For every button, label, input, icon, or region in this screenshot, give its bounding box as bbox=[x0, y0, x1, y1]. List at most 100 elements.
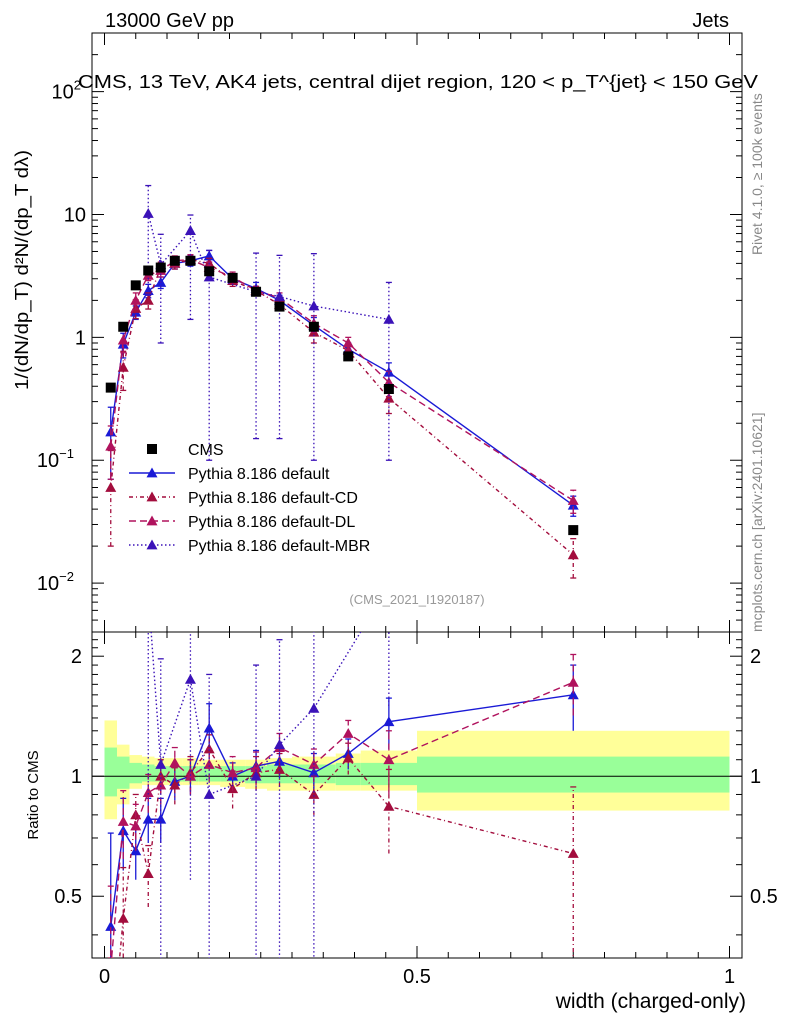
series-3-main bbox=[142, 184, 395, 461]
rivet-version: Rivet 4.1.0, ≥ 100k events bbox=[749, 93, 765, 255]
mcplots-reference: mcplots.cern.ch [arXiv:2401.10621] bbox=[749, 413, 765, 632]
ratio-band-stat bbox=[117, 756, 130, 789]
ratio-band-stat bbox=[129, 762, 142, 784]
y-tick-label: 1 bbox=[75, 327, 86, 349]
series-0-ratio-line bbox=[110, 694, 574, 927]
y-tick-label: 102 bbox=[52, 78, 81, 104]
series-1-ratio-point bbox=[142, 868, 154, 878]
series-1-ratio-point bbox=[342, 752, 354, 763]
legend-label: Pythia 8.186 default-DL bbox=[188, 514, 355, 531]
series-1-point bbox=[567, 549, 579, 560]
series-0-ratio-point bbox=[203, 722, 215, 733]
legend-marker-cms bbox=[147, 444, 157, 454]
legend-marker bbox=[146, 491, 158, 502]
y-tick-label: 10 bbox=[64, 204, 86, 226]
series-3-ratio-point bbox=[184, 673, 196, 684]
cms-point bbox=[227, 272, 238, 283]
ratio-tick-label-right: 0.5 bbox=[750, 886, 778, 908]
ratio-tick-label-right: 1 bbox=[750, 766, 761, 788]
series-2-line bbox=[110, 258, 574, 502]
series-1-point bbox=[142, 294, 154, 305]
x-tick-label: 0.5 bbox=[403, 966, 431, 988]
x-tick-label: 0 bbox=[99, 966, 110, 988]
cms-point bbox=[343, 351, 354, 362]
series-3-ratio-point bbox=[155, 759, 167, 769]
series-3-ratio-point bbox=[383, 580, 394, 590]
cms-point bbox=[274, 301, 285, 312]
series-2-point bbox=[342, 337, 354, 348]
series-1-line bbox=[110, 258, 574, 556]
cms-point bbox=[308, 321, 319, 332]
series-3-ratio-point bbox=[274, 739, 285, 750]
series-3-ratio-point bbox=[143, 586, 154, 596]
series-3-ratio bbox=[143, 580, 394, 958]
series-3-point bbox=[184, 225, 196, 235]
series-0-ratio-point bbox=[383, 716, 395, 727]
ratio-axis-label: Ratio to CMS bbox=[25, 750, 42, 839]
cms-point bbox=[251, 286, 262, 297]
series-2-ratio-point bbox=[250, 762, 262, 773]
series-2-ratio-point bbox=[117, 815, 129, 826]
cms-point bbox=[568, 525, 579, 536]
legend-label: Pythia 8.186 default-MBR bbox=[188, 538, 370, 555]
series-3-ratio-point bbox=[203, 788, 215, 799]
series-2-ratio-point bbox=[227, 767, 239, 778]
series-2-ratio-point bbox=[142, 787, 154, 797]
ratio-band-stat bbox=[104, 747, 117, 797]
series-3-point bbox=[274, 291, 285, 301]
series-1-ratio-line bbox=[118, 747, 574, 958]
cms-point bbox=[130, 280, 141, 291]
series-layer bbox=[105, 184, 579, 958]
series-3-ratio-line bbox=[150, 632, 362, 796]
series-3-line bbox=[147, 213, 389, 321]
series-2-ratio-line bbox=[110, 681, 574, 958]
ratio-tick-label-right: 2 bbox=[750, 646, 761, 668]
series-2-ratio-point bbox=[169, 757, 181, 768]
series-1-ratio-point bbox=[117, 912, 129, 923]
series-3-point bbox=[308, 300, 320, 311]
ratio-tick-label-left: 1 bbox=[71, 766, 82, 788]
series-3-ratio-point bbox=[308, 702, 320, 713]
legend-marker bbox=[146, 467, 158, 478]
series-2-point bbox=[117, 334, 129, 345]
series-0-line bbox=[110, 255, 574, 506]
chart-title: CMS, 13 TeV, AK4 jets, central dijet reg… bbox=[78, 72, 758, 93]
cms-point bbox=[185, 255, 196, 266]
ratio-tick-label-left: 0.5 bbox=[54, 886, 82, 908]
series-1-ratio-point bbox=[567, 847, 579, 858]
x-axis-label: width (charged-only) bbox=[555, 990, 746, 1013]
series-1-ratio-point bbox=[308, 788, 320, 799]
y-tick-label: 10−2 bbox=[37, 569, 74, 595]
series-3-point bbox=[142, 207, 154, 218]
legend: CMS Pythia 8.186 default Pythia 8.186 defa… bbox=[129, 442, 370, 555]
series-2-point bbox=[105, 440, 117, 451]
y-tick-exponent: −2 bbox=[59, 569, 74, 584]
y-axis-label: 1/(dN/dp_T) d²N/(dp_T dλ) bbox=[12, 150, 33, 390]
ratio-tick-label-left: 2 bbox=[71, 646, 82, 668]
y-tick-exponent: −1 bbox=[59, 446, 74, 461]
series-3-point bbox=[383, 313, 395, 324]
series-2-ratio bbox=[107, 653, 579, 958]
header-process: Jets bbox=[692, 10, 729, 32]
cms-point bbox=[169, 255, 180, 266]
cms-point bbox=[118, 321, 129, 332]
cms-point bbox=[143, 265, 154, 276]
cms-point bbox=[155, 262, 166, 273]
axes: 0 0.5 1 10−2 10−1 1 10 102 0.5 0.5 1 1 2 2 bbox=[37, 32, 778, 988]
series-2-ratio-point bbox=[342, 727, 354, 738]
y-tick-label: 10−1 bbox=[37, 446, 74, 472]
series-2-ratio-point bbox=[383, 754, 395, 765]
cms-data-layer bbox=[105, 255, 579, 536]
series-2-main bbox=[105, 254, 579, 514]
series-3-ratio-point bbox=[250, 770, 262, 781]
series-1-point bbox=[383, 392, 395, 403]
series-2-ratio-point bbox=[130, 820, 142, 831]
series-0-main bbox=[105, 249, 579, 517]
series-2-ratio-point bbox=[155, 779, 167, 790]
series-2-ratio-point bbox=[567, 676, 579, 687]
legend-marker bbox=[146, 515, 158, 526]
series-2-point bbox=[130, 294, 142, 305]
legend-label: Pythia 8.186 default-CD bbox=[188, 490, 358, 507]
series-1-ratio-point bbox=[383, 800, 395, 811]
series-0-ratio-point bbox=[142, 813, 154, 824]
